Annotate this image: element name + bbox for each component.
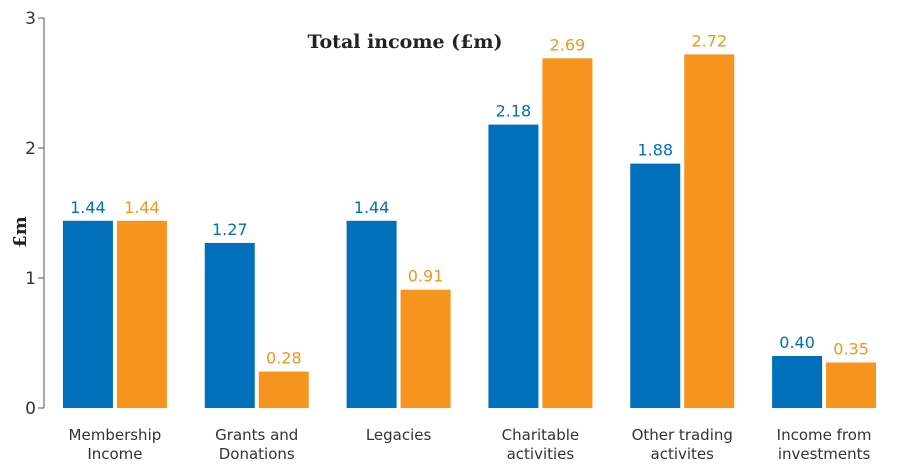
bar [116,220,167,408]
bar [630,163,681,408]
bar [772,356,823,408]
bar-value-label: 1.44 [124,198,160,217]
x-category-label: Charitable activities [502,426,580,463]
y-tick-label: 0 [25,399,36,419]
x-axis-categories: Membership Income Grants and Donations Legac… [69,426,872,463]
bar-value-label: 2.18 [496,102,532,121]
bar-value-label: 0.28 [266,349,302,368]
bar [204,242,255,408]
y-tick-label: 1 [25,269,36,289]
y-tick-label: 2 [25,139,36,159]
bar [400,289,451,408]
x-category-label: Legacies [366,426,432,444]
bar-value-label: 0.40 [779,333,815,352]
bar [258,371,309,408]
bar [826,362,877,408]
bar-value-label: 2.69 [550,35,586,54]
bar [62,220,113,408]
bar-value-label: 1.44 [354,198,390,217]
bar-value-label: 1.44 [70,198,106,217]
bar-value-label: 2.72 [691,31,727,50]
bar [684,54,735,409]
bar-value-label: 1.88 [637,141,673,160]
bar-value-label: 0.35 [833,340,869,359]
bar [542,58,593,409]
bars [62,54,877,409]
data-labels: 1.44 1.44 1.27 0.28 1.44 0.91 2.18 2.69 1.88 2.72… [70,31,869,367]
y-axis-label: £m [10,216,31,248]
y-tick-label: 3 [25,9,36,29]
bar-value-label: 1.27 [212,220,248,239]
x-category-label: Income from investments [777,426,872,463]
x-category-label: Other trading activites [632,426,733,463]
bar [488,124,539,408]
x-category-label: Membership Income [69,426,162,463]
x-category-label: Grants and Donations [215,426,298,463]
bar [346,220,397,408]
chart-title: Total income (£m) [308,31,503,53]
y-axis: 0 1 2 3 [25,9,45,419]
bar-value-label: 0.91 [408,267,444,286]
